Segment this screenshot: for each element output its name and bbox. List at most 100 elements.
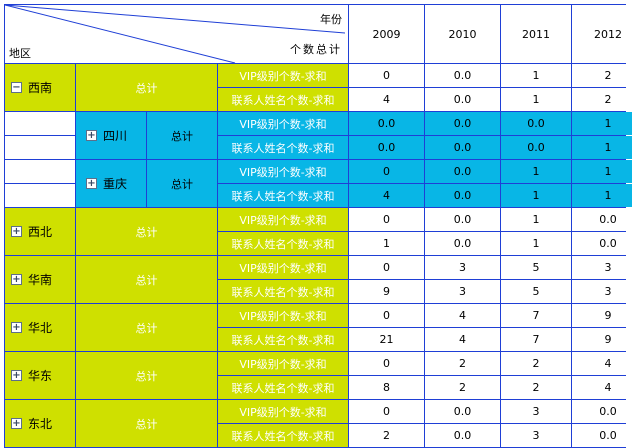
region-cell[interactable]: + 西北 [5, 208, 75, 255]
contact-value-2011: 5 [501, 280, 571, 303]
vip-value-2012: 0.0 [572, 208, 632, 231]
region-total-label: 总计 [76, 304, 217, 351]
region-total-label: 总计 [76, 256, 217, 303]
region-name: 华南 [28, 273, 53, 287]
minus-box-icon[interactable]: − [11, 81, 22, 93]
metric-contact-label: 联系人姓名个数-求和 [218, 184, 348, 207]
contact-value-2010: 0.0 [425, 424, 500, 447]
metric-contact-label: 联系人姓名个数-求和 [218, 328, 348, 351]
vip-value-2011: 5 [501, 256, 571, 279]
region-name: 东北 [28, 417, 53, 431]
region-total-label: 总计 [76, 400, 217, 447]
contact-value-2011: 1 [501, 184, 571, 207]
contact-value-2009: 2 [349, 424, 424, 447]
contact-value-2011: 7 [501, 328, 571, 351]
metric-vip-label: VIP级别个数-求和 [218, 352, 348, 375]
total-label-text: 总计 [171, 177, 193, 191]
vip-value-2012: 4 [572, 352, 632, 375]
contact-value-2011: 0.0 [501, 136, 571, 159]
contact-value-2009: 9 [349, 280, 424, 303]
vip-value-2010: 2 [425, 352, 500, 375]
region-total-label: 总计 [76, 352, 217, 399]
corner-count-total-label: 个数总计 [290, 43, 342, 56]
plus-box-icon[interactable]: + [11, 321, 22, 333]
region-total-label: 总计 [76, 208, 217, 255]
header-corner: 年份 个数总计 地区 [5, 5, 348, 63]
metric-vip-label: VIP级别个数-求和 [218, 304, 348, 327]
vip-value-2009: 0 [349, 304, 424, 327]
vip-value-2010: 0.0 [425, 160, 500, 183]
vip-value-2012: 1 [572, 112, 632, 135]
region-cell[interactable]: − 西南 [5, 64, 75, 111]
region-name: 华北 [28, 321, 53, 335]
total-label-text: 总计 [135, 81, 158, 95]
vip-value-2011: 1 [501, 208, 571, 231]
vip-value-2011: 7 [501, 304, 571, 327]
year-header-2010[interactable]: 2010 [425, 5, 500, 63]
subregion-cell[interactable]: + 重庆 [76, 160, 146, 207]
corner-region-label: 地区 [9, 47, 31, 60]
contact-value-2009: 1 [349, 232, 424, 255]
vip-value-2011: 1 [501, 64, 571, 87]
region-name: 华东 [28, 369, 53, 383]
contact-value-2009: 21 [349, 328, 424, 351]
contact-value-2012: 0.0 [572, 424, 632, 447]
vip-value-2010: 3 [425, 256, 500, 279]
subregion-cell[interactable]: + 四川 [76, 112, 146, 159]
contact-value-2012: 1 [572, 184, 632, 207]
plus-box-icon[interactable]: + [86, 177, 97, 189]
metric-contact-label: 联系人姓名个数-求和 [218, 136, 348, 159]
vip-value-2011: 0.0 [501, 112, 571, 135]
vip-value-2012: 2 [572, 64, 632, 87]
contact-value-2010: 0.0 [425, 232, 500, 255]
total-label-text: 总计 [171, 129, 193, 143]
contact-value-2011: 1 [501, 88, 571, 111]
vip-value-2009: 0 [349, 160, 424, 183]
vip-value-2010: 4 [425, 304, 500, 327]
plus-box-icon[interactable]: + [11, 273, 22, 285]
empty-region-cell [5, 160, 75, 183]
metric-vip-label: VIP级别个数-求和 [218, 208, 348, 231]
empty-region-cell [5, 184, 75, 207]
vip-value-2012: 1 [572, 160, 632, 183]
vip-value-2011: 1 [501, 160, 571, 183]
metric-vip-label: VIP级别个数-求和 [218, 112, 348, 135]
contact-value-2012: 9 [572, 328, 632, 351]
year-header-2011[interactable]: 2011 [501, 5, 571, 63]
corner-diagonal-lines [5, 5, 345, 63]
region-name: 西北 [28, 225, 53, 239]
plus-box-icon[interactable]: + [11, 369, 22, 381]
contact-value-2009: 8 [349, 376, 424, 399]
plus-box-icon[interactable]: + [11, 225, 22, 237]
year-header-2012[interactable]: 2012 [572, 5, 632, 63]
region-cell[interactable]: + 华东 [5, 352, 75, 399]
empty-region-cell [5, 136, 75, 159]
pivot-table-view: 年份 个数总计 地区 2009 2010 2011 2012 − 西南 总计 VIP级… [4, 4, 632, 448]
total-label-text: 总计 [135, 369, 158, 383]
vip-value-2012: 9 [572, 304, 632, 327]
region-cell[interactable]: + 华南 [5, 256, 75, 303]
region-total-label: 总计 [76, 64, 217, 111]
year-header-2009[interactable]: 2009 [349, 5, 424, 63]
plus-box-icon[interactable]: + [86, 129, 97, 141]
metric-contact-label: 联系人姓名个数-求和 [218, 376, 348, 399]
total-label-text: 总计 [135, 321, 158, 335]
vip-value-2010: 0.0 [425, 112, 500, 135]
contact-value-2012: 3 [572, 280, 632, 303]
metric-contact-label: 联系人姓名个数-求和 [218, 232, 348, 255]
contact-value-2010: 2 [425, 376, 500, 399]
contact-value-2011: 1 [501, 232, 571, 255]
metric-contact-label: 联系人姓名个数-求和 [218, 280, 348, 303]
region-cell[interactable]: + 华北 [5, 304, 75, 351]
contact-value-2009: 4 [349, 184, 424, 207]
vip-value-2009: 0.0 [349, 112, 424, 135]
vip-value-2009: 0 [349, 400, 424, 423]
region-name: 西南 [28, 81, 53, 95]
metric-contact-label: 联系人姓名个数-求和 [218, 88, 348, 111]
region-cell[interactable]: + 东北 [5, 400, 75, 447]
plus-box-icon[interactable]: + [11, 417, 22, 429]
empty-region-cell [5, 112, 75, 135]
subregion-name: 重庆 [103, 177, 128, 191]
contact-value-2012: 2 [572, 88, 632, 111]
contact-value-2009: 0.0 [349, 136, 424, 159]
